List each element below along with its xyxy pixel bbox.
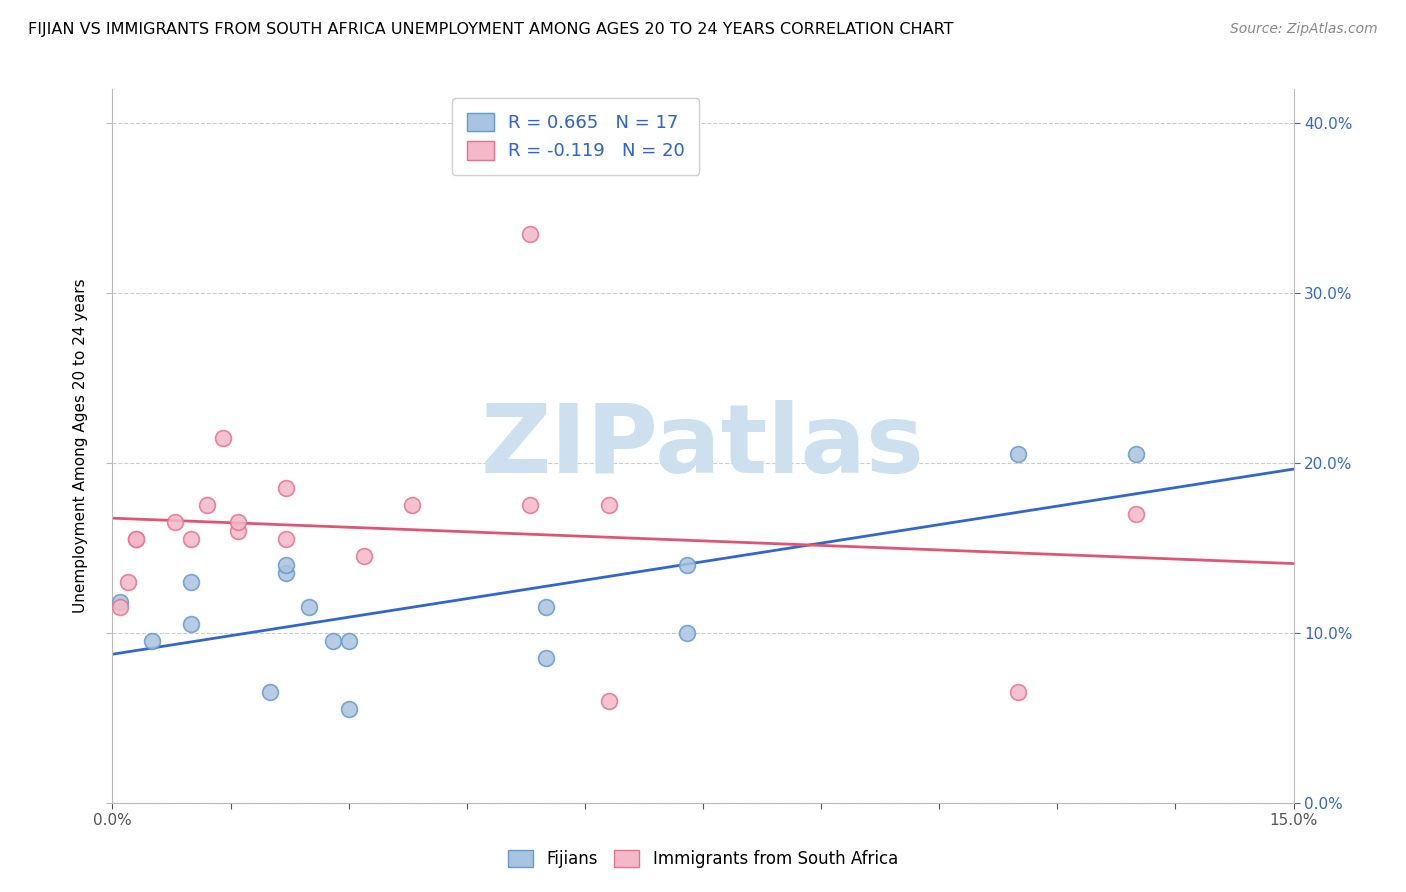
Text: FIJIAN VS IMMIGRANTS FROM SOUTH AFRICA UNEMPLOYMENT AMONG AGES 20 TO 24 YEARS CO: FIJIAN VS IMMIGRANTS FROM SOUTH AFRICA U…: [28, 22, 953, 37]
Point: [141, 634, 163, 648]
Point: [211, 430, 233, 444]
Point: [1007, 685, 1029, 699]
Point: [125, 533, 148, 547]
Point: [274, 558, 297, 572]
Point: [676, 558, 699, 572]
Point: [165, 516, 187, 530]
Point: [337, 702, 360, 716]
Point: [534, 600, 557, 615]
Point: [228, 516, 250, 530]
Point: [180, 617, 202, 632]
Point: [534, 651, 557, 665]
Point: [598, 694, 620, 708]
Point: [322, 634, 344, 648]
Point: [519, 227, 541, 241]
Legend: R = 0.665   N = 17, R = -0.119   N = 20: R = 0.665 N = 17, R = -0.119 N = 20: [453, 98, 699, 175]
Point: [298, 600, 321, 615]
Point: [676, 626, 699, 640]
Point: [274, 566, 297, 581]
Legend: Fijians, Immigrants from South Africa: Fijians, Immigrants from South Africa: [502, 843, 904, 875]
Point: [117, 574, 139, 589]
Text: ZIPatlas: ZIPatlas: [481, 400, 925, 492]
Point: [110, 600, 132, 615]
Point: [401, 499, 423, 513]
Point: [337, 634, 360, 648]
Point: [274, 482, 297, 496]
Point: [274, 533, 297, 547]
Point: [598, 499, 620, 513]
Point: [353, 549, 375, 564]
Point: [195, 499, 218, 513]
Point: [1007, 448, 1029, 462]
Point: [519, 499, 541, 513]
Text: Source: ZipAtlas.com: Source: ZipAtlas.com: [1230, 22, 1378, 37]
Y-axis label: Unemployment Among Ages 20 to 24 years: Unemployment Among Ages 20 to 24 years: [73, 278, 89, 614]
Point: [180, 533, 202, 547]
Point: [180, 574, 202, 589]
Point: [228, 524, 250, 538]
Point: [259, 685, 281, 699]
Point: [1125, 448, 1147, 462]
Point: [1125, 507, 1147, 521]
Point: [110, 595, 132, 609]
Point: [125, 533, 148, 547]
